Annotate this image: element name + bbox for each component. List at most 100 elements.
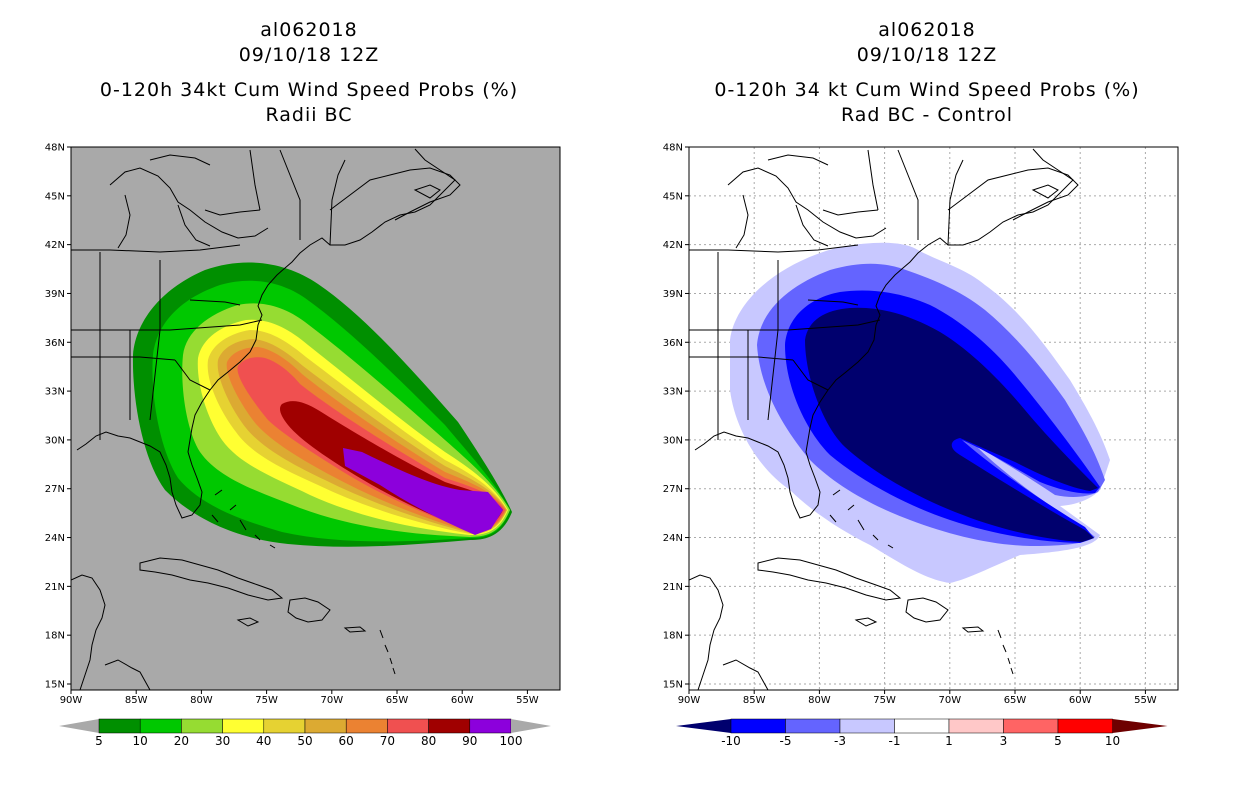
left-product-title: 0-120h 34kt Cum Wind Speed Probs (%): [99, 79, 519, 101]
colorbar-label: 5: [1054, 734, 1062, 748]
colorbar-label: -3: [834, 734, 846, 748]
right-map-frame: [688, 146, 1179, 691]
left-probability-field: [132, 262, 512, 547]
lat-label: 33N: [45, 387, 65, 398]
right-product-title: 0-120h 34 kt Cum Wind Speed Probs (%): [714, 79, 1140, 101]
lon-label: 55W: [516, 695, 539, 706]
lat-label: 39N: [45, 289, 65, 300]
lat-label: 42N: [45, 240, 65, 251]
lon-label: 60W: [1069, 695, 1092, 706]
colorbar-label: 90: [462, 734, 477, 748]
lon-label: 80W: [190, 695, 213, 706]
colorbar-label: 70: [380, 734, 395, 748]
left-coastlines: [71, 148, 461, 690]
lat-label: 36N: [45, 338, 65, 349]
lat-label: 48N: [663, 143, 683, 154]
lat-label: 15N: [45, 680, 65, 691]
colorbar-under-triangle: [676, 719, 731, 733]
left-datetime: 09/10/18 12Z: [238, 44, 380, 66]
lon-label: 80W: [808, 695, 831, 706]
colorbar-swatch: [181, 718, 223, 734]
colorbar-swatch: [894, 718, 950, 734]
lat-label: 48N: [45, 143, 65, 154]
right-subtitle: Rad BC - Control: [840, 104, 1014, 126]
lon-label: 60W: [451, 695, 474, 706]
colorbar-swatch: [139, 718, 182, 734]
lon-label: 65W: [386, 695, 409, 706]
colorbar-label: 40: [256, 734, 271, 748]
lat-label: 18N: [45, 631, 65, 642]
right-datetime: 09/10/18 12Z: [856, 44, 998, 66]
colorbar-label: 80: [421, 734, 436, 748]
lat-label: 27N: [663, 484, 683, 495]
lat-label: 21N: [663, 582, 683, 593]
lat-label: 30N: [663, 435, 683, 446]
left-subtitle: Radii BC: [265, 104, 353, 126]
colorbar-swatch: [948, 718, 1004, 734]
lat-label: 15N: [663, 680, 683, 691]
left-map-frame: [70, 146, 561, 691]
colorbar-swatch: [263, 718, 306, 734]
colorbar-swatch: [469, 718, 512, 734]
colorbar-over-triangle: [511, 719, 551, 733]
left-panel-title: al062018 09/10/18 12Z 0-120h 34kt Cum Wi…: [58, 18, 560, 128]
lat-label: 18N: [663, 631, 683, 642]
lon-label: 90W: [60, 695, 83, 706]
lon-label: 55W: [1134, 695, 1157, 706]
lon-label: 70W: [938, 695, 961, 706]
colorbar-label: 10: [133, 734, 148, 748]
colorbar-swatch: [785, 718, 841, 734]
lat-label: 45N: [663, 191, 683, 202]
lon-label: 70W: [320, 695, 343, 706]
colorbar-swatch: [730, 718, 786, 734]
colorbar-under-triangle: [59, 719, 99, 733]
lat-label: 45N: [45, 191, 65, 202]
lon-label: 75W: [255, 695, 278, 706]
left-axis-ticks: 48N 45N 42N 39N 36N 33N 30N 27N 24N 21N 18N 15N 90W 8…: [45, 143, 539, 707]
colorbar-swatch: [1057, 718, 1113, 734]
colorbar-swatch: [387, 718, 429, 734]
left-colorbar: 5 10 20 30 40 50 60 70 80 90 100: [59, 718, 551, 748]
colorbar-label: 5: [95, 734, 103, 748]
lat-label: 24N: [663, 533, 683, 544]
lon-label: 90W: [678, 695, 701, 706]
right-coastlines: [689, 148, 1079, 690]
colorbar-swatch: [222, 718, 265, 734]
lat-label: 24N: [45, 533, 65, 544]
colorbar-swatch: [428, 718, 471, 734]
diff-area-minus-10: [805, 307, 1098, 542]
colorbar-swatch: [98, 718, 141, 734]
right-panel-title: al062018 09/10/18 12Z 0-120h 34 kt Cum W…: [676, 18, 1178, 128]
colorbar-swatch: [304, 718, 347, 734]
colorbar-label: 10: [1105, 734, 1120, 748]
lat-label: 42N: [663, 240, 683, 251]
colorbar-swatch: [345, 718, 388, 734]
colorbar-swatch: [839, 718, 895, 734]
right-colorbar: -10 -5 -3 -1 1 3 5 10: [676, 718, 1168, 748]
lon-label: 65W: [1004, 695, 1027, 706]
colorbar-label: -1: [889, 734, 901, 748]
left-storm-id: al062018: [260, 19, 358, 41]
prob-area-90: [343, 448, 503, 535]
colorbar-label: 20: [174, 734, 189, 748]
lon-label: 85W: [743, 695, 766, 706]
colorbar-label: 60: [339, 734, 354, 748]
colorbar-label: 1: [945, 734, 953, 748]
lon-label: 75W: [873, 695, 896, 706]
right-storm-id: al062018: [878, 19, 976, 41]
right-axis-ticks: 48N 45N 42N 39N 36N 33N 30N 27N 24N 21N 18N 15N 90W 8…: [663, 143, 1157, 707]
lat-label: 36N: [663, 338, 683, 349]
lat-label: 30N: [45, 435, 65, 446]
colorbar-swatch: [1003, 718, 1059, 734]
colorbar-label: -10: [721, 734, 741, 748]
lat-label: 27N: [45, 484, 65, 495]
left-map: [71, 147, 560, 690]
colorbar-label: 30: [215, 734, 230, 748]
lon-label: 85W: [125, 695, 148, 706]
right-map: [689, 147, 1178, 690]
colorbar-over-triangle: [1112, 719, 1168, 733]
lat-label: 39N: [663, 289, 683, 300]
colorbar-label: 50: [297, 734, 312, 748]
colorbar-label: 100: [500, 734, 523, 748]
